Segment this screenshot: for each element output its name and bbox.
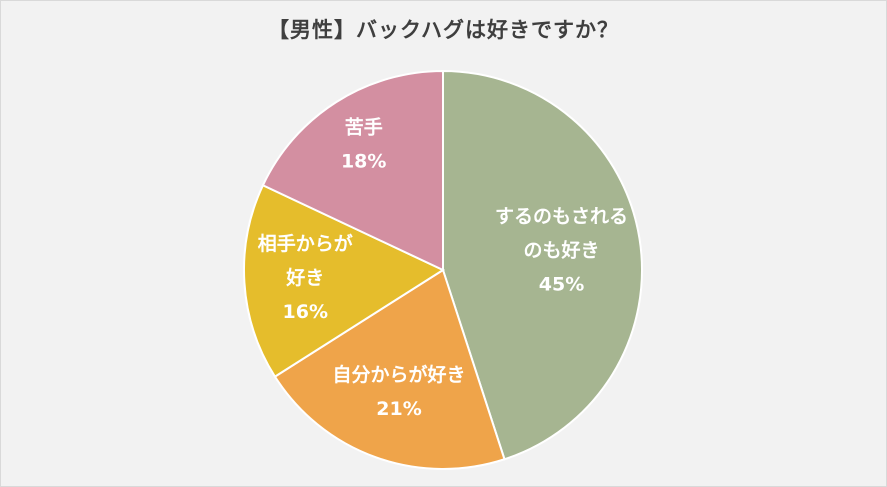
chart-title: 【男性】バックハグは好きですか？ xyxy=(268,18,619,42)
slice-category-label: 自分からが好き xyxy=(332,363,465,386)
pie-slice-4 xyxy=(261,69,444,272)
slice-category-label: 好き xyxy=(285,266,324,289)
slice-category-label: するのもされる xyxy=(495,206,628,228)
slice-percent-label: 45% xyxy=(539,274,584,296)
pie-slice-2 xyxy=(273,268,506,470)
pie-slice-3 xyxy=(243,183,446,379)
pie-slice-1 xyxy=(442,69,643,461)
slice-percent-label: 16% xyxy=(283,301,328,323)
slice-category-label: 相手からが xyxy=(258,232,353,255)
slice-category-label: のも好き xyxy=(523,239,599,262)
slice-category-label: 苦手 xyxy=(345,116,383,139)
slice-percent-label: 21% xyxy=(376,398,421,420)
slice-percent-label: 18% xyxy=(341,151,386,173)
